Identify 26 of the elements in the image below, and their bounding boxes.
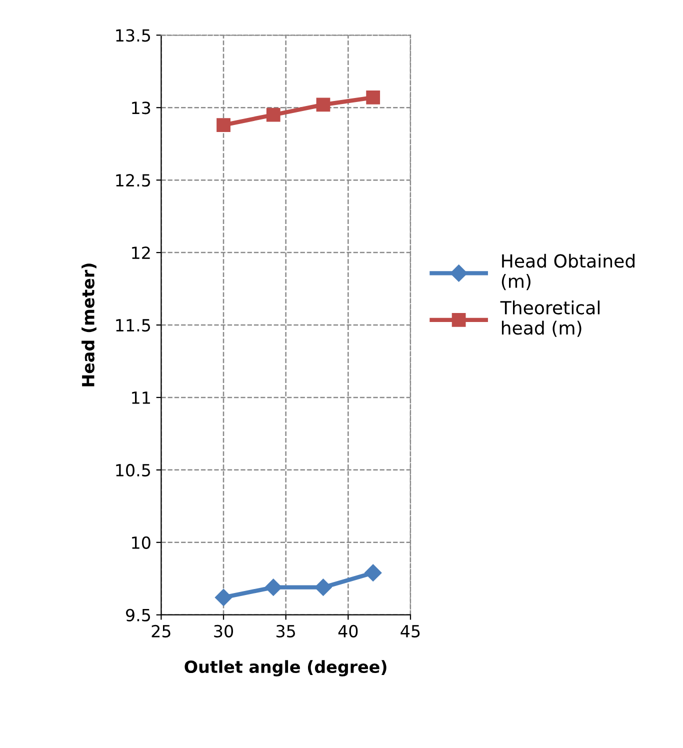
legend-label: Theoretical head (m) bbox=[500, 300, 600, 337]
x-tick-label: 25 bbox=[152, 624, 170, 638]
y-tick-label: 12.5 bbox=[116, 174, 150, 187]
point bbox=[214, 588, 232, 606]
x-tick-label: 45 bbox=[400, 625, 420, 638]
y-axis-title: Head (meter) bbox=[82, 264, 96, 386]
x-tick-label: 35 bbox=[276, 624, 295, 638]
y-tick-label: 11.5 bbox=[116, 319, 150, 332]
legend-label: Head Obtained (m) bbox=[502, 254, 634, 290]
point bbox=[216, 118, 230, 132]
x-tick-label: 30 bbox=[214, 624, 234, 638]
point bbox=[266, 108, 280, 122]
point bbox=[264, 578, 282, 596]
y-tick-label: 9.5 bbox=[126, 608, 150, 622]
point bbox=[366, 90, 380, 104]
point bbox=[364, 564, 382, 582]
point bbox=[314, 578, 332, 596]
y-tick-label: 11 bbox=[132, 392, 150, 404]
point bbox=[316, 98, 330, 112]
y-tick-label: 12 bbox=[132, 246, 150, 259]
y-tick-label: 10.5 bbox=[116, 464, 150, 476]
x-tick-label: 40 bbox=[338, 624, 358, 638]
y-tick-label: 13 bbox=[132, 102, 150, 114]
x-axis-title: Outlet angle (degree) bbox=[184, 660, 386, 676]
y-tick-label: 13.5 bbox=[116, 29, 150, 42]
y-tick-label: 10 bbox=[132, 536, 150, 549]
